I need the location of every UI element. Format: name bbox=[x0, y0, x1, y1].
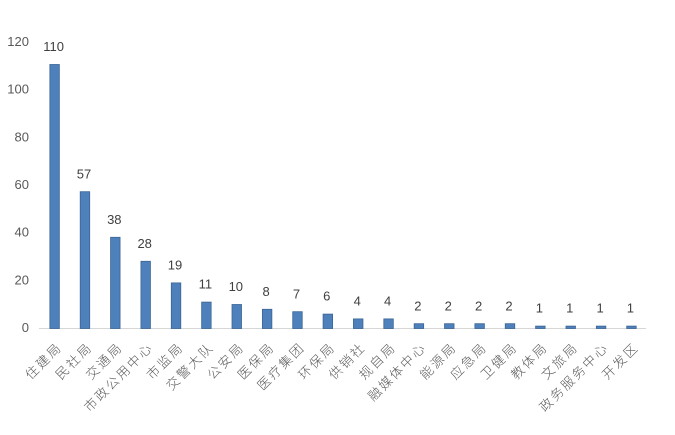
svg-text:1: 1 bbox=[536, 301, 543, 316]
svg-text:0: 0 bbox=[22, 320, 29, 335]
svg-text:8: 8 bbox=[262, 284, 269, 299]
svg-text:2: 2 bbox=[475, 298, 482, 313]
svg-text:2: 2 bbox=[505, 298, 512, 313]
svg-text:10: 10 bbox=[229, 279, 243, 294]
svg-text:2: 2 bbox=[414, 298, 421, 313]
svg-text:7: 7 bbox=[293, 286, 300, 301]
svg-text:2: 2 bbox=[445, 298, 452, 313]
svg-text:40: 40 bbox=[15, 225, 29, 240]
svg-text:11: 11 bbox=[199, 277, 213, 292]
svg-text:6: 6 bbox=[323, 289, 330, 304]
svg-text:1: 1 bbox=[627, 301, 634, 316]
svg-text:57: 57 bbox=[77, 166, 91, 181]
svg-text:1: 1 bbox=[596, 301, 603, 316]
svg-text:38: 38 bbox=[107, 212, 121, 227]
svg-text:100: 100 bbox=[7, 82, 29, 97]
svg-text:4: 4 bbox=[384, 294, 391, 309]
svg-text:20: 20 bbox=[15, 272, 29, 287]
svg-text:1: 1 bbox=[566, 301, 573, 316]
svg-text:120: 120 bbox=[7, 34, 29, 49]
svg-text:80: 80 bbox=[15, 129, 29, 144]
svg-text:60: 60 bbox=[15, 177, 29, 192]
svg-text:19: 19 bbox=[168, 258, 182, 273]
svg-text:110: 110 bbox=[43, 39, 64, 54]
svg-text:28: 28 bbox=[137, 236, 151, 251]
svg-text:4: 4 bbox=[354, 294, 361, 309]
